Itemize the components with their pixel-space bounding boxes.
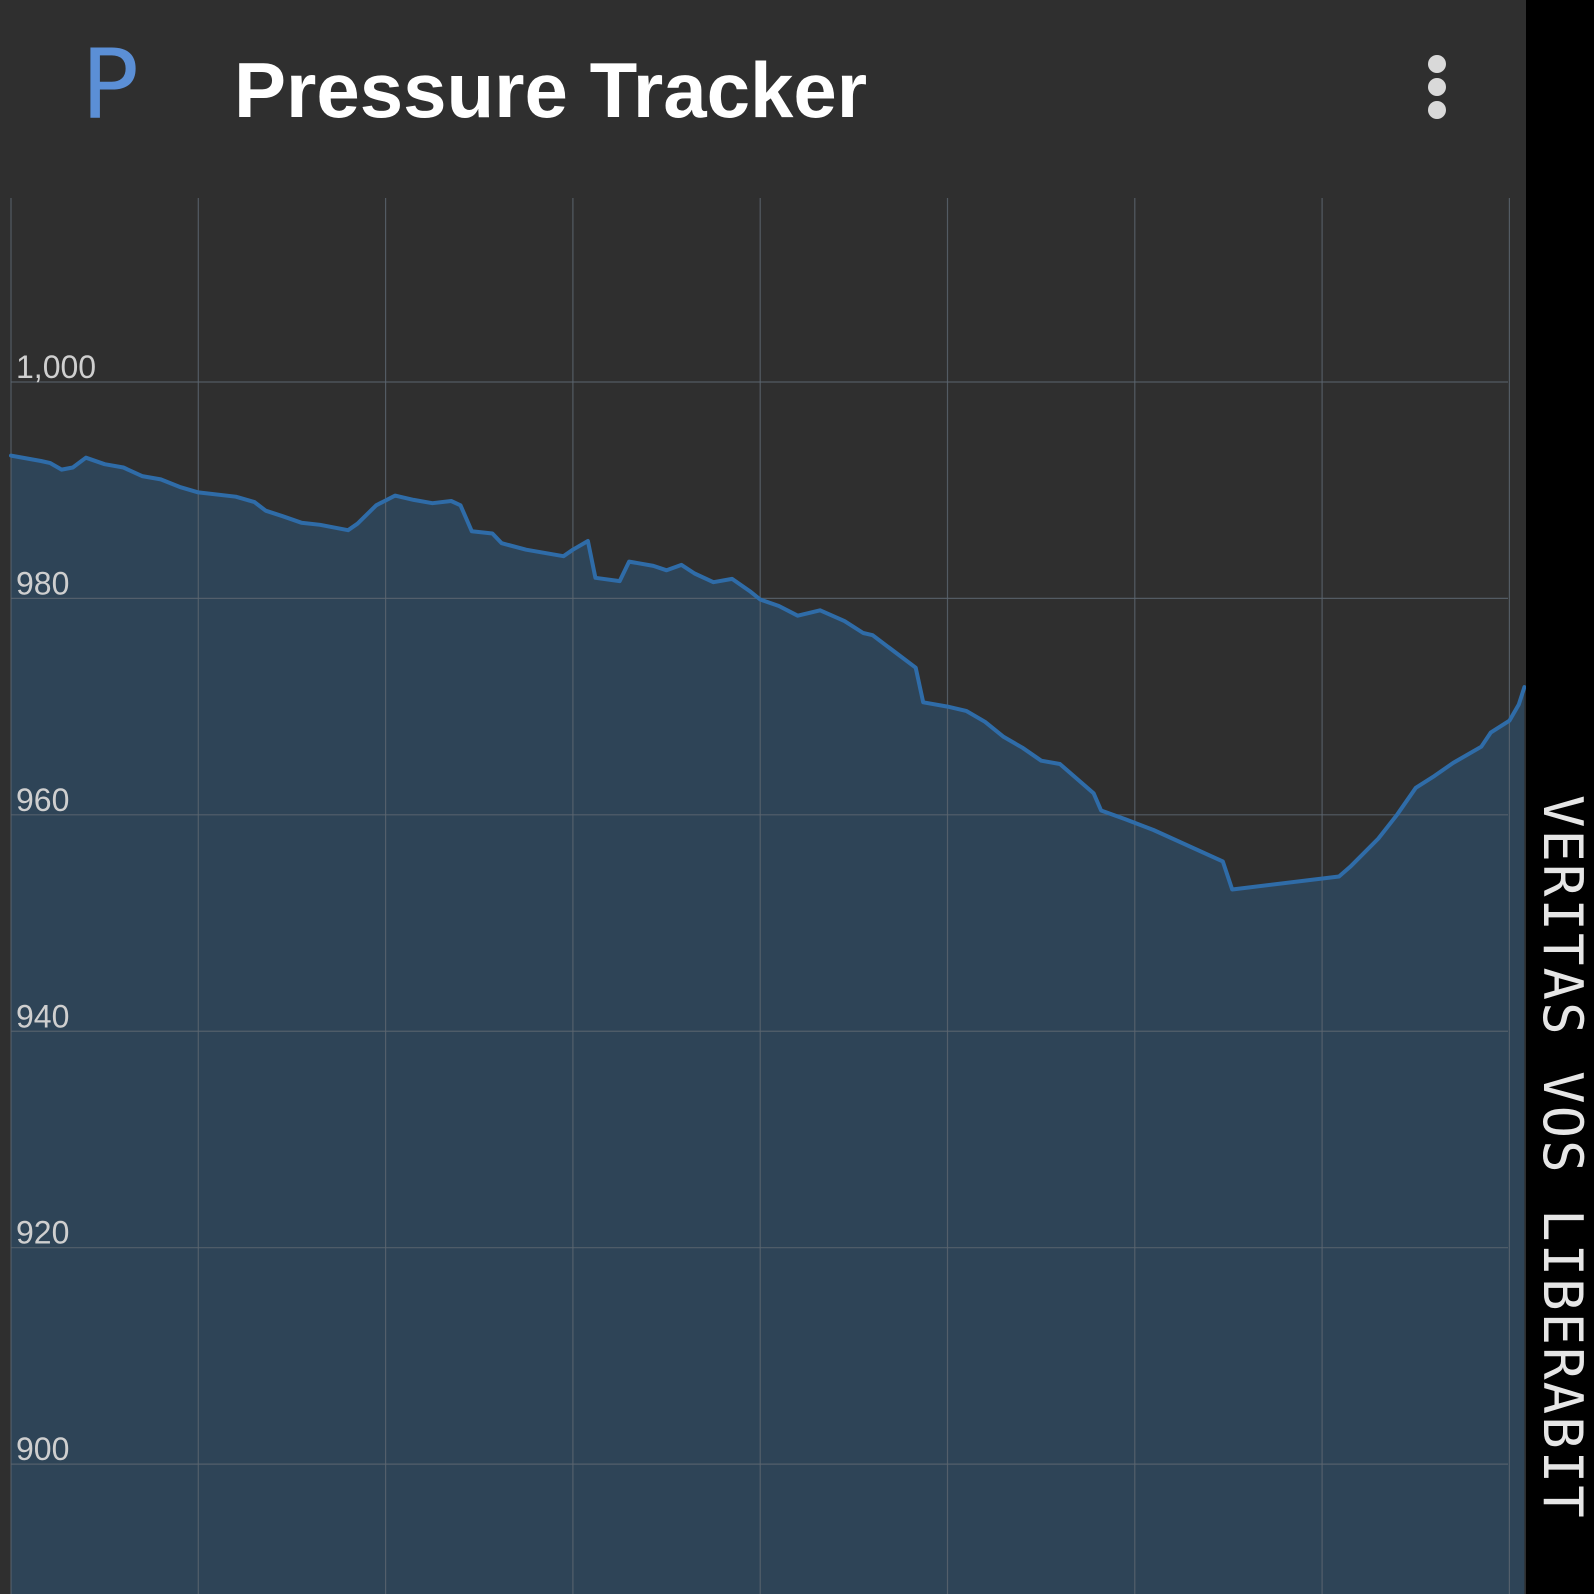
y-tick-label: 900 xyxy=(16,1431,69,1467)
app-bar: P Pressure Tracker xyxy=(0,0,1526,180)
y-tick-label: 1,000 xyxy=(16,349,96,385)
more-vert-icon[interactable] xyxy=(1414,40,1460,130)
app-title: Pressure Tracker xyxy=(234,46,868,134)
app-logo: P xyxy=(81,29,139,141)
app-screen: P Pressure Tracker 900 920 940 960 980 1,000 xyxy=(0,0,1526,1594)
watermark-signature: VERITAS VOS LIBERABIT xyxy=(1531,795,1594,1520)
area-fill xyxy=(11,455,1525,1594)
pressure-line xyxy=(9,453,1526,892)
y-tick-label: 980 xyxy=(16,565,69,601)
menu-dot xyxy=(1428,101,1446,119)
pressure-chart[interactable]: 900 920 940 960 980 1,000 xyxy=(0,0,1526,1594)
y-tick-label: 920 xyxy=(16,1215,69,1251)
menu-dot xyxy=(1428,55,1446,73)
menu-dot xyxy=(1428,78,1446,96)
y-tick-label: 940 xyxy=(16,998,69,1034)
y-tick-label: 960 xyxy=(16,782,69,818)
